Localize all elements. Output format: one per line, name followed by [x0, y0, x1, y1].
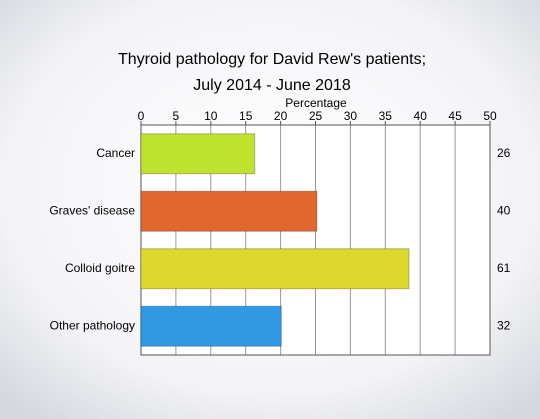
x-tick-label: 25 [309, 109, 323, 123]
bar [140, 248, 410, 290]
x-tick-label: 50 [483, 109, 497, 123]
count-label: 40 [497, 203, 511, 217]
y-tick-label: Cancer [96, 146, 135, 160]
y-tick-label: Colloid goitre [65, 261, 135, 275]
bar [140, 190, 318, 232]
count-label: 61 [497, 261, 511, 275]
chart-title: Thyroid pathology for David Rew's patien… [118, 51, 426, 68]
x-tick-label: 15 [239, 109, 253, 123]
count-label: 26 [497, 146, 511, 160]
x-tick-label: 10 [204, 109, 218, 123]
x-tick-label: 30 [344, 109, 358, 123]
x-tick-label: 0 [138, 109, 145, 123]
x-tick-label: 40 [414, 109, 428, 123]
bar [140, 133, 256, 175]
chart-subtitle: July 2014 - June 2018 [193, 77, 351, 94]
x-tick-label: 5 [173, 109, 180, 123]
x-tick-label: 35 [379, 109, 393, 123]
x-tick-label: 20 [274, 109, 288, 123]
y-tick-label: Other pathology [50, 318, 135, 332]
count-label: 32 [497, 318, 511, 332]
x-tick-label: 45 [448, 109, 462, 123]
bar [140, 305, 282, 347]
y-tick-label: Graves' disease [49, 203, 135, 217]
plot-frame [140, 124, 491, 356]
x-axis-label: Percentage [285, 96, 347, 110]
